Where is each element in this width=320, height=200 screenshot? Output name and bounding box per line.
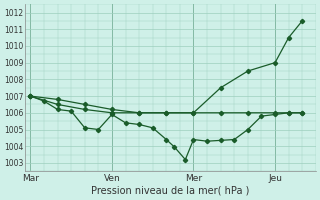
X-axis label: Pression niveau de la mer( hPa ): Pression niveau de la mer( hPa )	[91, 186, 250, 196]
